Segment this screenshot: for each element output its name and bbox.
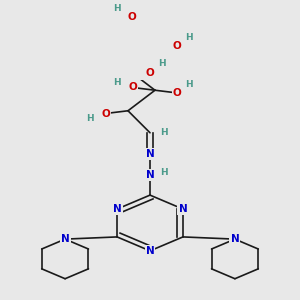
Text: O: O	[128, 12, 136, 22]
Text: N: N	[146, 169, 154, 180]
Text: N: N	[61, 234, 70, 244]
Text: H: H	[160, 168, 168, 177]
Text: H: H	[158, 59, 166, 68]
Text: H: H	[113, 78, 121, 87]
Text: N: N	[146, 246, 154, 256]
Text: O: O	[129, 82, 137, 92]
Text: N: N	[178, 204, 187, 214]
Text: N: N	[146, 149, 154, 159]
Text: N: N	[230, 234, 239, 244]
Text: H: H	[113, 4, 121, 13]
Text: H: H	[185, 80, 193, 89]
Text: O: O	[102, 109, 110, 119]
Text: O: O	[146, 68, 154, 78]
Text: H: H	[160, 128, 168, 137]
Text: H: H	[86, 114, 94, 123]
Text: H: H	[185, 33, 193, 42]
Text: O: O	[172, 41, 182, 51]
Text: N: N	[113, 204, 122, 214]
Text: O: O	[172, 88, 182, 98]
